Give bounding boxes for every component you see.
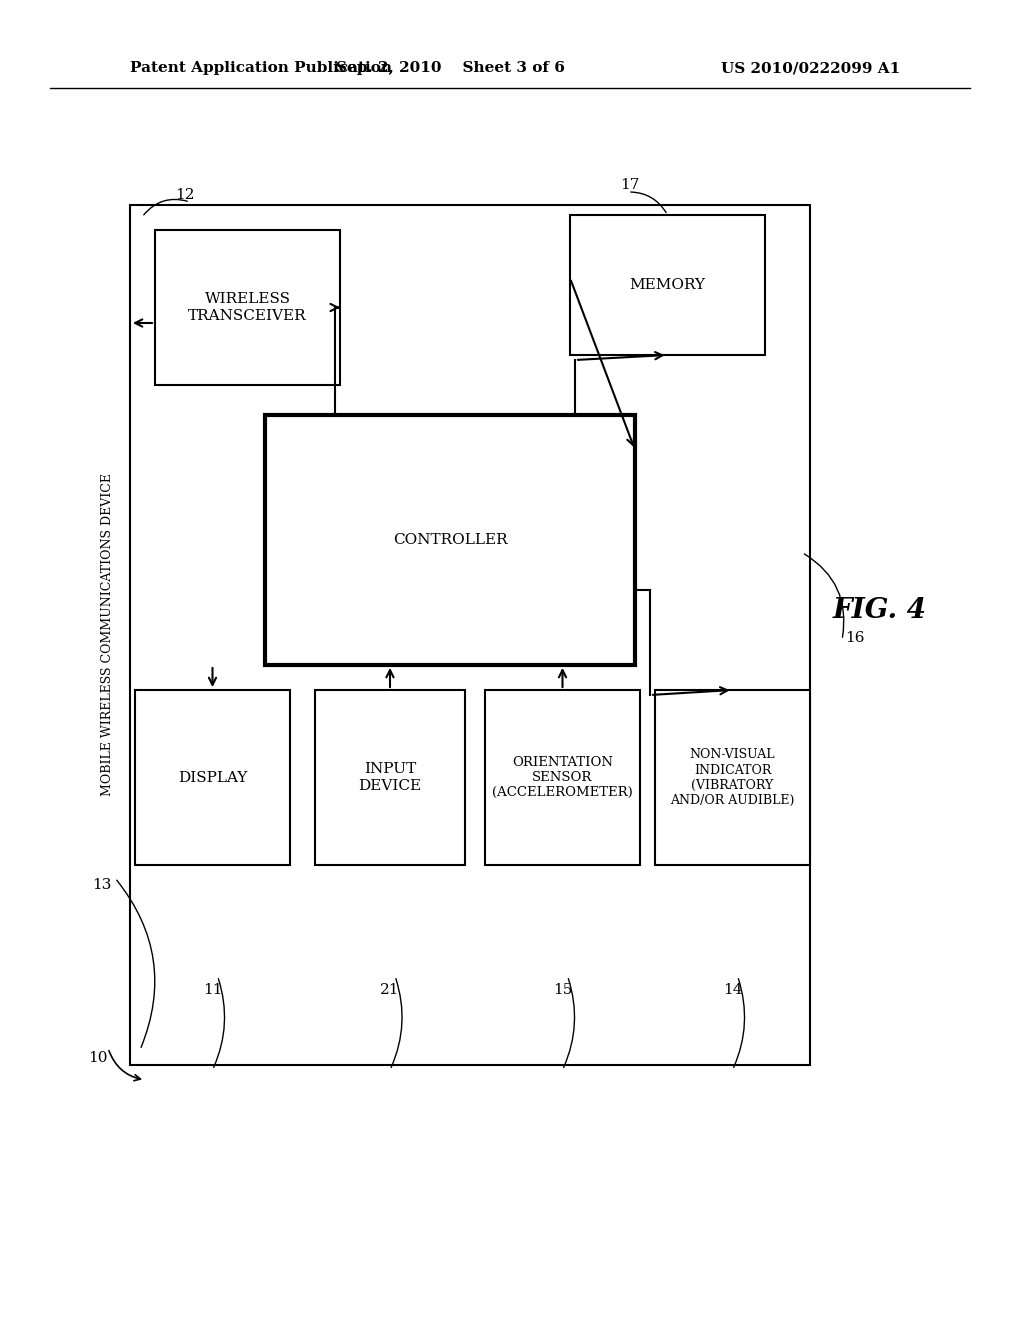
Text: Sep. 2, 2010    Sheet 3 of 6: Sep. 2, 2010 Sheet 3 of 6 — [336, 61, 564, 75]
Text: 14: 14 — [723, 983, 742, 997]
Text: WIRELESS
TRANSCEIVER: WIRELESS TRANSCEIVER — [188, 293, 307, 322]
Text: DISPLAY: DISPLAY — [178, 771, 247, 784]
Bar — [485, 690, 640, 865]
Text: 16: 16 — [845, 631, 864, 645]
Text: 10: 10 — [88, 1051, 108, 1065]
Bar — [265, 414, 635, 665]
Bar — [135, 690, 290, 865]
Text: FIG. 4: FIG. 4 — [833, 597, 927, 623]
Bar — [570, 215, 765, 355]
Text: 21: 21 — [380, 983, 399, 997]
Text: NON-VISUAL
INDICATOR
(VIBRATORY
AND/OR AUDIBLE): NON-VISUAL INDICATOR (VIBRATORY AND/OR A… — [671, 748, 795, 807]
Text: INPUT
DEVICE: INPUT DEVICE — [358, 763, 422, 792]
Text: ORIENTATION
SENSOR
(ACCELEROMETER): ORIENTATION SENSOR (ACCELEROMETER) — [493, 756, 633, 799]
Bar — [655, 690, 810, 865]
Text: Patent Application Publication: Patent Application Publication — [130, 61, 392, 75]
Text: 15: 15 — [553, 983, 572, 997]
Text: 13: 13 — [92, 878, 112, 892]
Bar — [315, 690, 465, 865]
Bar — [130, 205, 810, 1065]
Bar — [155, 230, 340, 385]
Text: 12: 12 — [175, 187, 195, 202]
Text: US 2010/0222099 A1: US 2010/0222099 A1 — [721, 61, 900, 75]
Text: CONTROLLER: CONTROLLER — [392, 533, 507, 546]
Text: 11: 11 — [203, 983, 222, 997]
Text: 17: 17 — [620, 178, 639, 191]
Text: MOBILE WIRELESS COMMUNICATIONS DEVICE: MOBILE WIRELESS COMMUNICATIONS DEVICE — [101, 474, 115, 796]
Text: MEMORY: MEMORY — [630, 279, 706, 292]
